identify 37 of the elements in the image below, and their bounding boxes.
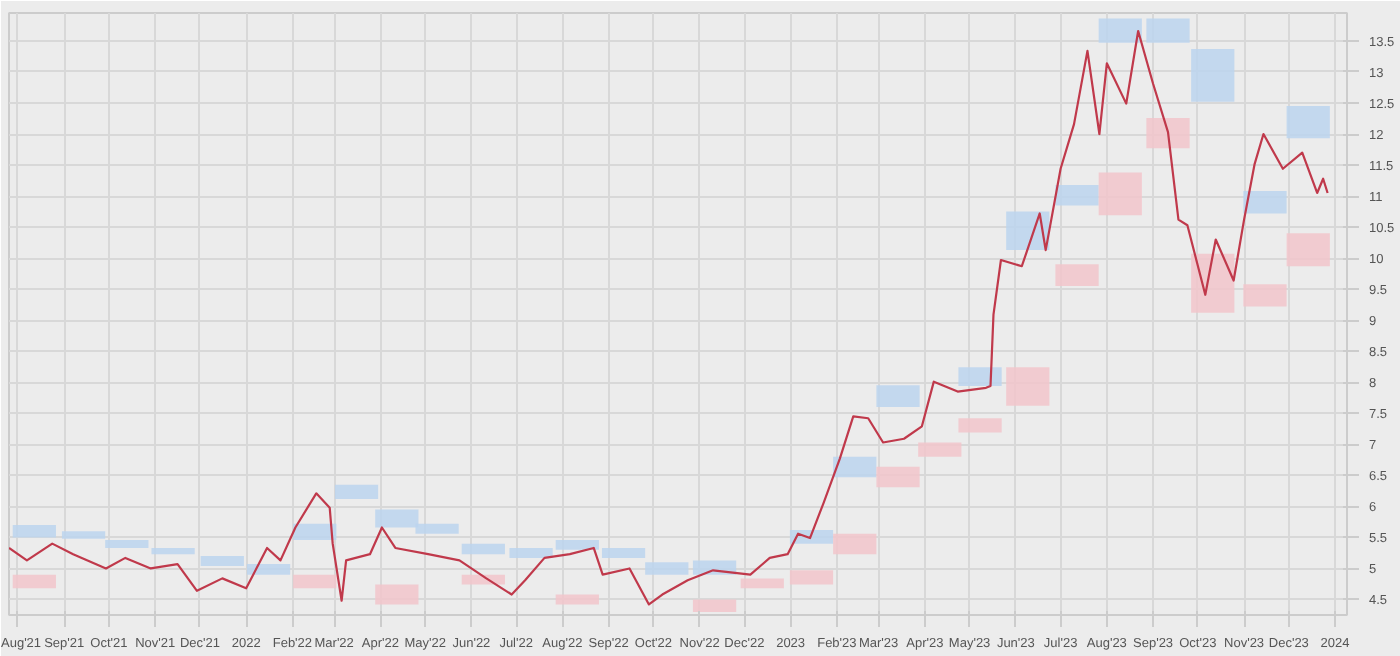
bar xyxy=(1146,18,1190,43)
bar xyxy=(740,578,784,589)
bar xyxy=(1191,253,1235,313)
bar xyxy=(1055,184,1099,206)
bar xyxy=(1191,49,1235,102)
bar xyxy=(876,466,920,488)
bar xyxy=(293,574,337,589)
bar xyxy=(61,531,106,539)
bar xyxy=(334,484,379,499)
bar xyxy=(1055,264,1099,287)
bar xyxy=(876,385,920,408)
bar xyxy=(1243,284,1287,307)
bar xyxy=(555,594,599,605)
bar xyxy=(918,442,962,457)
bar xyxy=(958,367,1002,386)
bar xyxy=(461,574,505,585)
bar xyxy=(105,539,149,548)
bar xyxy=(1006,367,1050,406)
bar xyxy=(1146,117,1190,149)
bar xyxy=(1098,172,1142,216)
bar xyxy=(293,523,337,540)
bar xyxy=(789,570,834,585)
bar xyxy=(958,418,1002,433)
bar xyxy=(1098,18,1142,43)
bar xyxy=(1286,106,1330,139)
bar xyxy=(12,525,56,538)
bar xyxy=(1243,191,1287,214)
bar xyxy=(692,599,737,612)
bar xyxy=(12,574,56,589)
bar xyxy=(461,543,505,555)
bar xyxy=(375,584,419,605)
bar xyxy=(151,547,195,555)
line-series xyxy=(9,29,1329,606)
bar xyxy=(833,533,877,555)
bar xyxy=(1286,233,1330,267)
bar xyxy=(833,456,877,478)
bar xyxy=(645,562,689,575)
